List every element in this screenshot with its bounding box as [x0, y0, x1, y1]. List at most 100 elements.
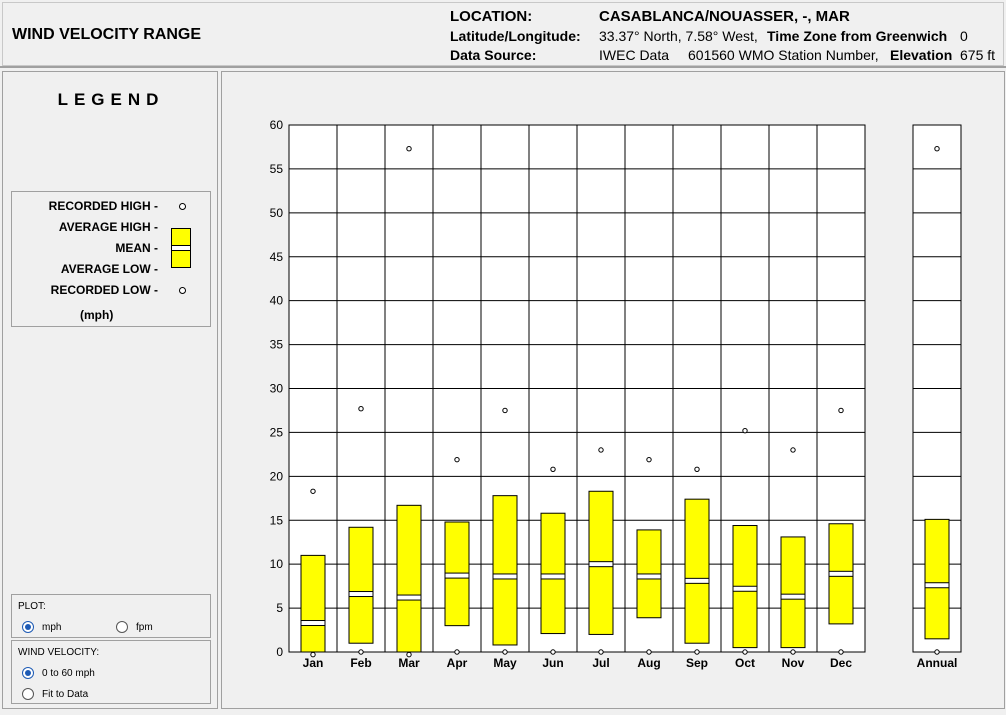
recorded-low-point: [502, 649, 508, 655]
legend-recorded-low: RECORDED LOW -: [50, 283, 158, 297]
x-tick-label: Jun: [542, 656, 563, 670]
mean-marker: [540, 573, 566, 580]
station-value: 601560 WMO Station Number,: [688, 47, 879, 63]
y-tick-label: 0: [276, 645, 283, 659]
recorded-low-point: [406, 651, 412, 658]
y-tick-label: 45: [270, 250, 284, 264]
recorded-low-point: [790, 649, 796, 655]
x-tick-label: Annual: [917, 656, 958, 670]
range-bar: [396, 504, 422, 653]
recorded-low-point: [550, 649, 556, 655]
plot-mph-radio[interactable]: [22, 621, 34, 633]
mean-marker: [348, 591, 374, 598]
plot-fpm-label[interactable]: fpm: [136, 622, 153, 633]
x-tick-label: Nov: [782, 656, 805, 670]
recorded-low-point: [454, 649, 460, 655]
x-tick-label: Jan: [303, 656, 324, 670]
legend-mean: MEAN -: [115, 241, 158, 255]
recorded-low-point: [310, 651, 316, 658]
x-tick-label: Feb: [350, 656, 371, 670]
mean-marker: [924, 582, 950, 589]
velocity-range-radio[interactable]: [22, 667, 34, 679]
timezone-label: Time Zone from Greenwich: [767, 28, 948, 44]
mean-marker: [588, 561, 614, 568]
recorded-high-point: [310, 488, 316, 494]
x-tick-label: Mar: [398, 656, 420, 670]
y-tick-label: 15: [270, 513, 284, 527]
recorded-high-point: [502, 407, 508, 414]
source-label: Data Source:: [450, 47, 537, 63]
mean-marker: [828, 570, 854, 577]
range-bar: [780, 536, 806, 649]
legend-title: LEGEND: [57, 90, 165, 109]
recorded-high-point: [406, 146, 412, 152]
recorded-high-point: [550, 466, 556, 473]
plot-panel: PLOT: mph fpm: [11, 594, 211, 638]
header-frame: [2, 2, 1004, 66]
location-label: LOCATION:: [450, 8, 533, 25]
legend-recorded-high: RECORDED HIGH -: [48, 199, 158, 213]
recorded-high-point: [598, 447, 604, 453]
legend-average-low: AVERAGE LOW -: [60, 262, 158, 276]
range-bar: [492, 495, 518, 646]
y-tick-label: 20: [270, 469, 284, 483]
recorded-high-point: [454, 456, 460, 463]
sidebar: LEGEND RECORDED HIGH - AVERAGE HIGH - ME…: [2, 71, 218, 709]
range-box-swatch-icon: [171, 228, 191, 268]
recorded-low-point: [358, 649, 364, 655]
velocity-fit-label[interactable]: Fit to Data: [42, 689, 89, 700]
mean-marker: [492, 573, 518, 580]
recorded-low-point: [598, 649, 604, 655]
y-tick-label: 25: [270, 425, 284, 439]
mean-marker: [300, 620, 326, 627]
elevation-label: Elevation: [890, 47, 953, 63]
y-tick-label: 35: [270, 338, 284, 352]
mean-marker: [780, 593, 806, 600]
y-tick-label: 50: [270, 206, 284, 220]
velocity-range-label[interactable]: 0 to 60 mph: [42, 668, 95, 679]
recorded-high-point: [838, 407, 844, 414]
latlon-label: Latitude/Longitude:: [450, 28, 581, 44]
x-tick-label: May: [493, 656, 517, 670]
plot-fpm-radio[interactable]: [116, 621, 128, 633]
chart-area: 0 5 10 15 20 25 30 35 40 45 50 55 60 Jan Feb Mar Apr May J…: [221, 71, 1005, 709]
mean-marker: [444, 572, 470, 579]
velocity-panel-title: WIND VELOCITY:: [18, 647, 100, 658]
recorded-low-marker-icon: [179, 287, 186, 294]
x-tick-label: Aug: [637, 656, 660, 670]
mean-marker: [396, 594, 422, 601]
legend-box: RECORDED HIGH - AVERAGE HIGH - MEAN - AV…: [11, 191, 211, 327]
range-bar: [540, 512, 566, 635]
x-tick-label: Sep: [686, 656, 708, 670]
recorded-high-marker-icon: [179, 203, 186, 210]
recorded-high-point: [358, 406, 364, 412]
y-tick-label: 60: [270, 118, 284, 132]
recorded-low-point: [934, 649, 940, 655]
range-bar: [300, 554, 326, 653]
latlon-value: 33.37° North, 7.58° West,: [599, 28, 758, 44]
x-tick-label: Dec: [830, 656, 852, 670]
recorded-high-point: [790, 447, 796, 453]
wind-velocity-chart: 0 5 10 15 20 25 30 35 40 45 50 55 60 Jan Feb Mar Apr May J…: [270, 118, 962, 670]
velocity-fit-radio[interactable]: [22, 688, 34, 700]
range-bar: [924, 518, 950, 640]
y-tick-label: 55: [270, 162, 284, 176]
range-bar: [684, 498, 710, 644]
recorded-low-point: [742, 649, 748, 655]
recorded-high-point: [646, 456, 652, 463]
plot-mph-label[interactable]: mph: [42, 622, 62, 633]
legend-average-high: AVERAGE HIGH -: [58, 220, 158, 234]
recorded-high-point: [694, 466, 700, 473]
x-tick-label: Oct: [735, 656, 755, 670]
y-tick-label: 30: [270, 382, 284, 396]
recorded-high-point: [934, 146, 940, 152]
header: WIND VELOCITY RANGE LOCATION: CASABLANCA…: [0, 0, 1006, 68]
x-tick-label: Apr: [447, 656, 468, 670]
page-title: WIND VELOCITY RANGE: [12, 26, 202, 43]
location-value: CASABLANCA/NOUASSER, -, MAR: [599, 8, 850, 25]
timezone-value: 0: [960, 28, 968, 44]
plot-panel-title: PLOT:: [18, 601, 46, 612]
recorded-low-point: [694, 649, 700, 655]
elevation-value: 675 ft: [960, 47, 996, 63]
mean-marker: [684, 577, 710, 584]
